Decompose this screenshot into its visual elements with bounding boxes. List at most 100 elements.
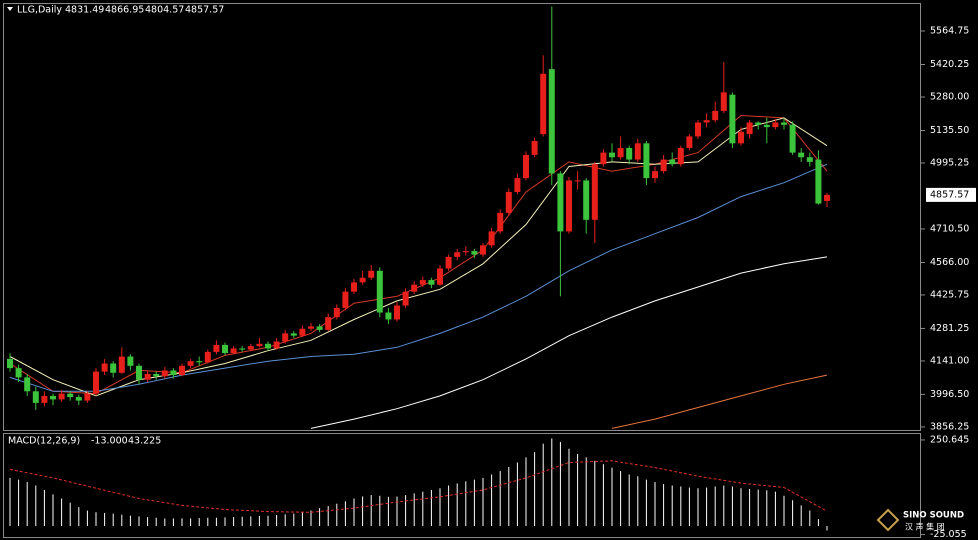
candle-body xyxy=(222,344,228,354)
candle-body xyxy=(316,326,323,330)
candle-body xyxy=(566,180,572,232)
candle-body xyxy=(703,120,710,123)
menu-arrow[interactable] xyxy=(7,7,13,11)
candle-body xyxy=(239,348,246,350)
macd-title: MACD(12,26,9) xyxy=(8,436,80,447)
candle-body xyxy=(41,395,48,403)
main-panel-frame xyxy=(3,3,921,431)
candle-body xyxy=(729,94,736,144)
low-readout: 4804.57 xyxy=(145,5,184,16)
candle-body xyxy=(7,358,13,369)
candle-body xyxy=(342,291,349,308)
candle-body xyxy=(170,370,177,376)
price-label: 4857.57 xyxy=(930,189,969,200)
candle-body xyxy=(617,147,624,158)
candle-body xyxy=(50,395,56,400)
candle-body xyxy=(67,393,74,398)
candle-body xyxy=(480,245,486,255)
y-tick-label: 3856.25 xyxy=(930,421,969,432)
candle-body xyxy=(15,368,22,378)
candle-body xyxy=(763,124,770,128)
macd-panel-frame xyxy=(3,433,921,538)
high-readout: 4866.95 xyxy=(105,5,144,16)
candle-body xyxy=(376,270,383,313)
candle-body xyxy=(738,131,744,144)
candle-body xyxy=(101,363,108,372)
candle-body xyxy=(402,291,409,306)
candle-body xyxy=(523,154,529,179)
candle-body xyxy=(514,178,521,193)
candle-body xyxy=(230,348,237,354)
candle-body xyxy=(359,277,366,283)
y-tick-label: -25.055 xyxy=(930,529,967,540)
candle-body xyxy=(781,122,787,125)
candle-body xyxy=(179,365,185,376)
y-tick-label: 250.645 xyxy=(930,434,969,445)
candle-body xyxy=(712,110,719,121)
candle-body xyxy=(333,307,340,318)
candle-body xyxy=(815,159,822,204)
candle-body xyxy=(445,256,452,269)
y-tick-label: 4425.75 xyxy=(930,289,969,300)
close-readout: 4857.57 xyxy=(185,5,224,16)
moving-average xyxy=(9,114,828,395)
candle-body xyxy=(161,370,168,377)
candle-body xyxy=(677,147,684,165)
candle-body xyxy=(153,373,160,377)
candle-body xyxy=(583,180,590,220)
signal-line xyxy=(9,460,828,513)
candle-body xyxy=(282,333,289,342)
candle-body xyxy=(144,373,151,380)
candle-body xyxy=(110,363,117,373)
candle-body xyxy=(75,397,82,401)
candle-body xyxy=(652,171,658,179)
candle-body xyxy=(290,333,297,336)
candle-body xyxy=(669,159,676,165)
candle-body xyxy=(411,284,418,292)
candle-body xyxy=(325,317,332,330)
y-tick-label: 4281.25 xyxy=(930,323,969,334)
y-tick-label: 4710.50 xyxy=(930,223,969,234)
candle-body xyxy=(557,173,564,232)
candle-body xyxy=(686,136,693,148)
y-tick-label: 5280.00 xyxy=(930,91,969,102)
candle-body xyxy=(428,280,435,285)
candle-body xyxy=(308,326,314,329)
candle-body xyxy=(24,377,31,392)
candle-body xyxy=(789,124,796,153)
y-tick-label: 5420.25 xyxy=(930,59,969,70)
candle-body xyxy=(540,73,547,135)
signal-readout: 43.225 xyxy=(128,436,161,447)
candle-body xyxy=(798,152,805,158)
candle-body xyxy=(204,351,211,363)
candle-body xyxy=(497,212,504,232)
candle-body xyxy=(755,122,762,125)
candle-body xyxy=(256,343,263,347)
logo-subtitle: 汉 声 集 团 xyxy=(905,522,945,532)
macd-readout: -13.000 xyxy=(91,436,128,447)
candle-body xyxy=(419,280,426,285)
candle-body xyxy=(32,391,39,403)
candle-body xyxy=(58,393,65,400)
candle-body xyxy=(626,147,633,160)
candle-body xyxy=(600,152,607,165)
y-tick-label: 4995.25 xyxy=(930,157,969,168)
logo-icon xyxy=(876,508,900,532)
candle-body xyxy=(609,152,615,158)
candle-body xyxy=(437,268,443,285)
moving-average xyxy=(611,374,828,429)
y-tick-label: 4566.00 xyxy=(930,257,969,268)
moving-average xyxy=(9,163,828,392)
candle-body xyxy=(720,92,727,111)
candle-body xyxy=(265,343,271,349)
candle-body xyxy=(695,122,701,137)
candle-body xyxy=(118,356,125,373)
candle-body xyxy=(93,371,99,394)
candle-body xyxy=(273,341,280,349)
candle-body xyxy=(548,69,555,174)
candle-body xyxy=(824,194,830,201)
candle-body xyxy=(196,361,203,363)
logo: SINO SOUND 汉 声 集 团 xyxy=(876,508,964,532)
y-tick-label: 4141.00 xyxy=(930,355,969,366)
